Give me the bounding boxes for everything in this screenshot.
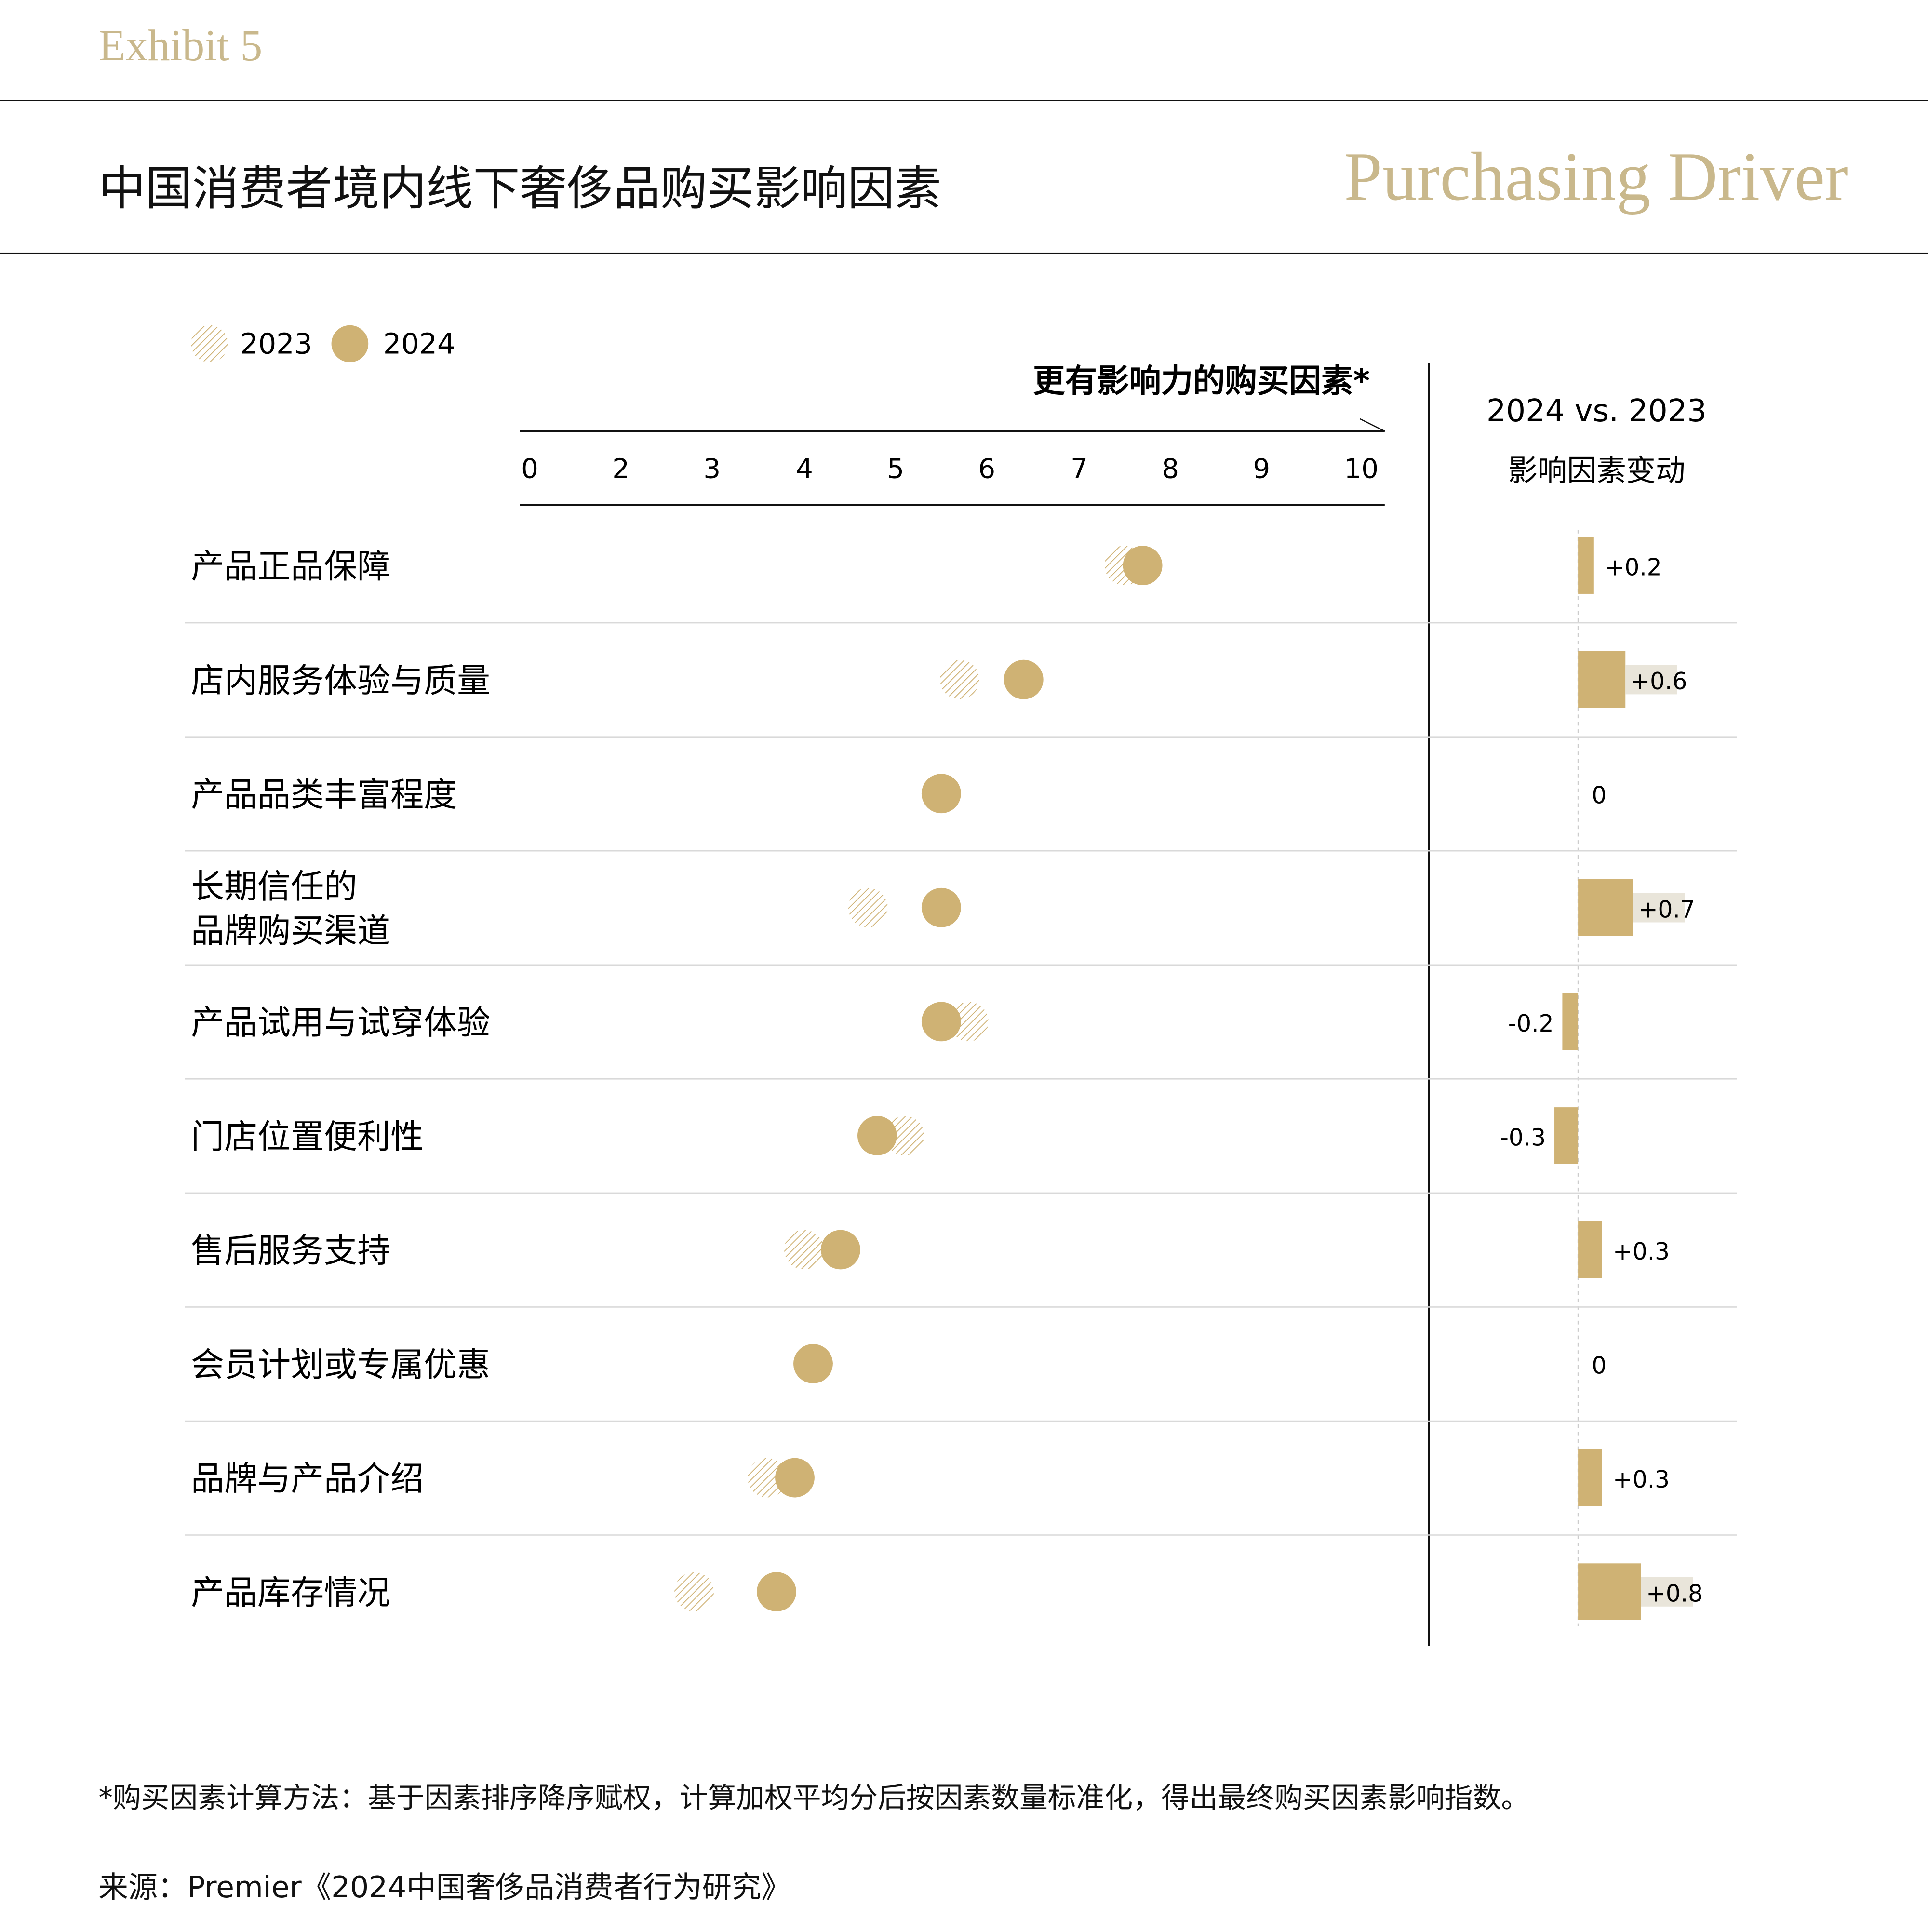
footnote: *购买因素计算方法：基于因素排序降序赋权，计算加权平均分后按因素数量标准化，得出… [98, 1783, 1530, 1815]
category-label: 产品试用与试穿体验 [191, 1004, 490, 1042]
tick-label: 3 [703, 454, 721, 485]
dot-2023 [949, 1002, 989, 1042]
tick-label: 9 [1253, 454, 1270, 485]
tick-label: 2 [612, 454, 629, 485]
dot-2024 [793, 1344, 833, 1383]
dot-2024 [921, 887, 961, 927]
dot-2024 [757, 1572, 796, 1611]
category-label: 品牌购买渠道 [191, 912, 390, 950]
change-bar [1578, 1563, 1641, 1620]
axis-arrow [1360, 418, 1385, 432]
category-label: 品牌与产品介绍 [191, 1460, 424, 1498]
dot-2023 [748, 1458, 787, 1498]
dot-2023 [939, 659, 979, 699]
change-bar [1578, 537, 1594, 594]
tick-label: 7 [1071, 454, 1088, 485]
change-label: +0.6 [1630, 668, 1687, 695]
change-bar [1562, 993, 1579, 1050]
legend-marker-2023 [191, 325, 228, 362]
dot-2023 [848, 887, 888, 927]
category-label: 会员计划或专属优惠 [191, 1346, 490, 1384]
change-label: -0.3 [1500, 1124, 1546, 1151]
dot-2023 [884, 1116, 924, 1155]
tick-label: 5 [887, 454, 904, 485]
change-label: +0.7 [1638, 896, 1695, 923]
divider [0, 100, 1928, 101]
legend-label: 2024 [383, 327, 455, 361]
change-label-bg [1641, 1577, 1693, 1607]
change-label: 0 [1592, 1352, 1607, 1379]
category-label: 长期信任的 [191, 867, 357, 906]
category-label: 产品正品保障 [191, 548, 390, 586]
change-label-bg [1625, 665, 1677, 695]
change-bar [1578, 1221, 1602, 1278]
dot-2024 [921, 774, 961, 814]
exhibit-label: Exhibit 5 [98, 21, 263, 70]
tick-label: 8 [1162, 454, 1179, 485]
change-label: +0.3 [1613, 1466, 1670, 1493]
category-label: 产品库存情况 [191, 1574, 390, 1612]
legend-marker-2024 [331, 325, 369, 362]
tick-label: 4 [796, 454, 813, 485]
change-label: +0.8 [1646, 1581, 1703, 1608]
tick-label: 0 [521, 454, 538, 485]
change-label: 0 [1592, 782, 1607, 809]
source: 来源：Premier《2024中国奢侈品消费者行为研究》 [98, 1870, 791, 1905]
change-bar [1578, 879, 1633, 936]
change-bar [1578, 651, 1626, 708]
dot-2024 [857, 1116, 897, 1155]
category-label: 售后服务支持 [191, 1232, 390, 1270]
change-bar [1578, 1449, 1602, 1506]
divider [0, 252, 1928, 254]
dot-2024 [821, 1230, 860, 1270]
axis-title: 更有影响力的购买因素* [1033, 362, 1370, 400]
dot-2024 [1123, 546, 1163, 586]
category-label: 门店位置便利性 [191, 1117, 424, 1156]
change-label: -0.2 [1508, 1010, 1554, 1037]
legend-label: 2023 [240, 327, 312, 361]
category-label: 产品品类丰富程度 [191, 776, 457, 814]
page-title: 中国消费者境内线下奢侈品购买影响因素 [98, 161, 941, 216]
right-title: 2024 vs. 2023 [1486, 393, 1707, 429]
dot-2023 [674, 1572, 714, 1611]
change-label: +0.2 [1605, 554, 1662, 581]
right-subtitle: 影响因素变动 [1508, 454, 1685, 488]
dot-2024 [1004, 659, 1044, 699]
category-label: 店内服务体验与质量 [191, 661, 490, 700]
change-label: +0.3 [1613, 1238, 1670, 1265]
section-title: Purchasing Driver [1344, 139, 1848, 216]
dot-2024 [921, 1002, 961, 1042]
change-bar [1554, 1107, 1579, 1164]
change-label-bg [1633, 893, 1685, 923]
dot-2024 [775, 1458, 815, 1498]
dot-2023 [784, 1230, 824, 1270]
tick-label: 6 [978, 454, 995, 485]
tick-label: 10 [1344, 454, 1379, 485]
